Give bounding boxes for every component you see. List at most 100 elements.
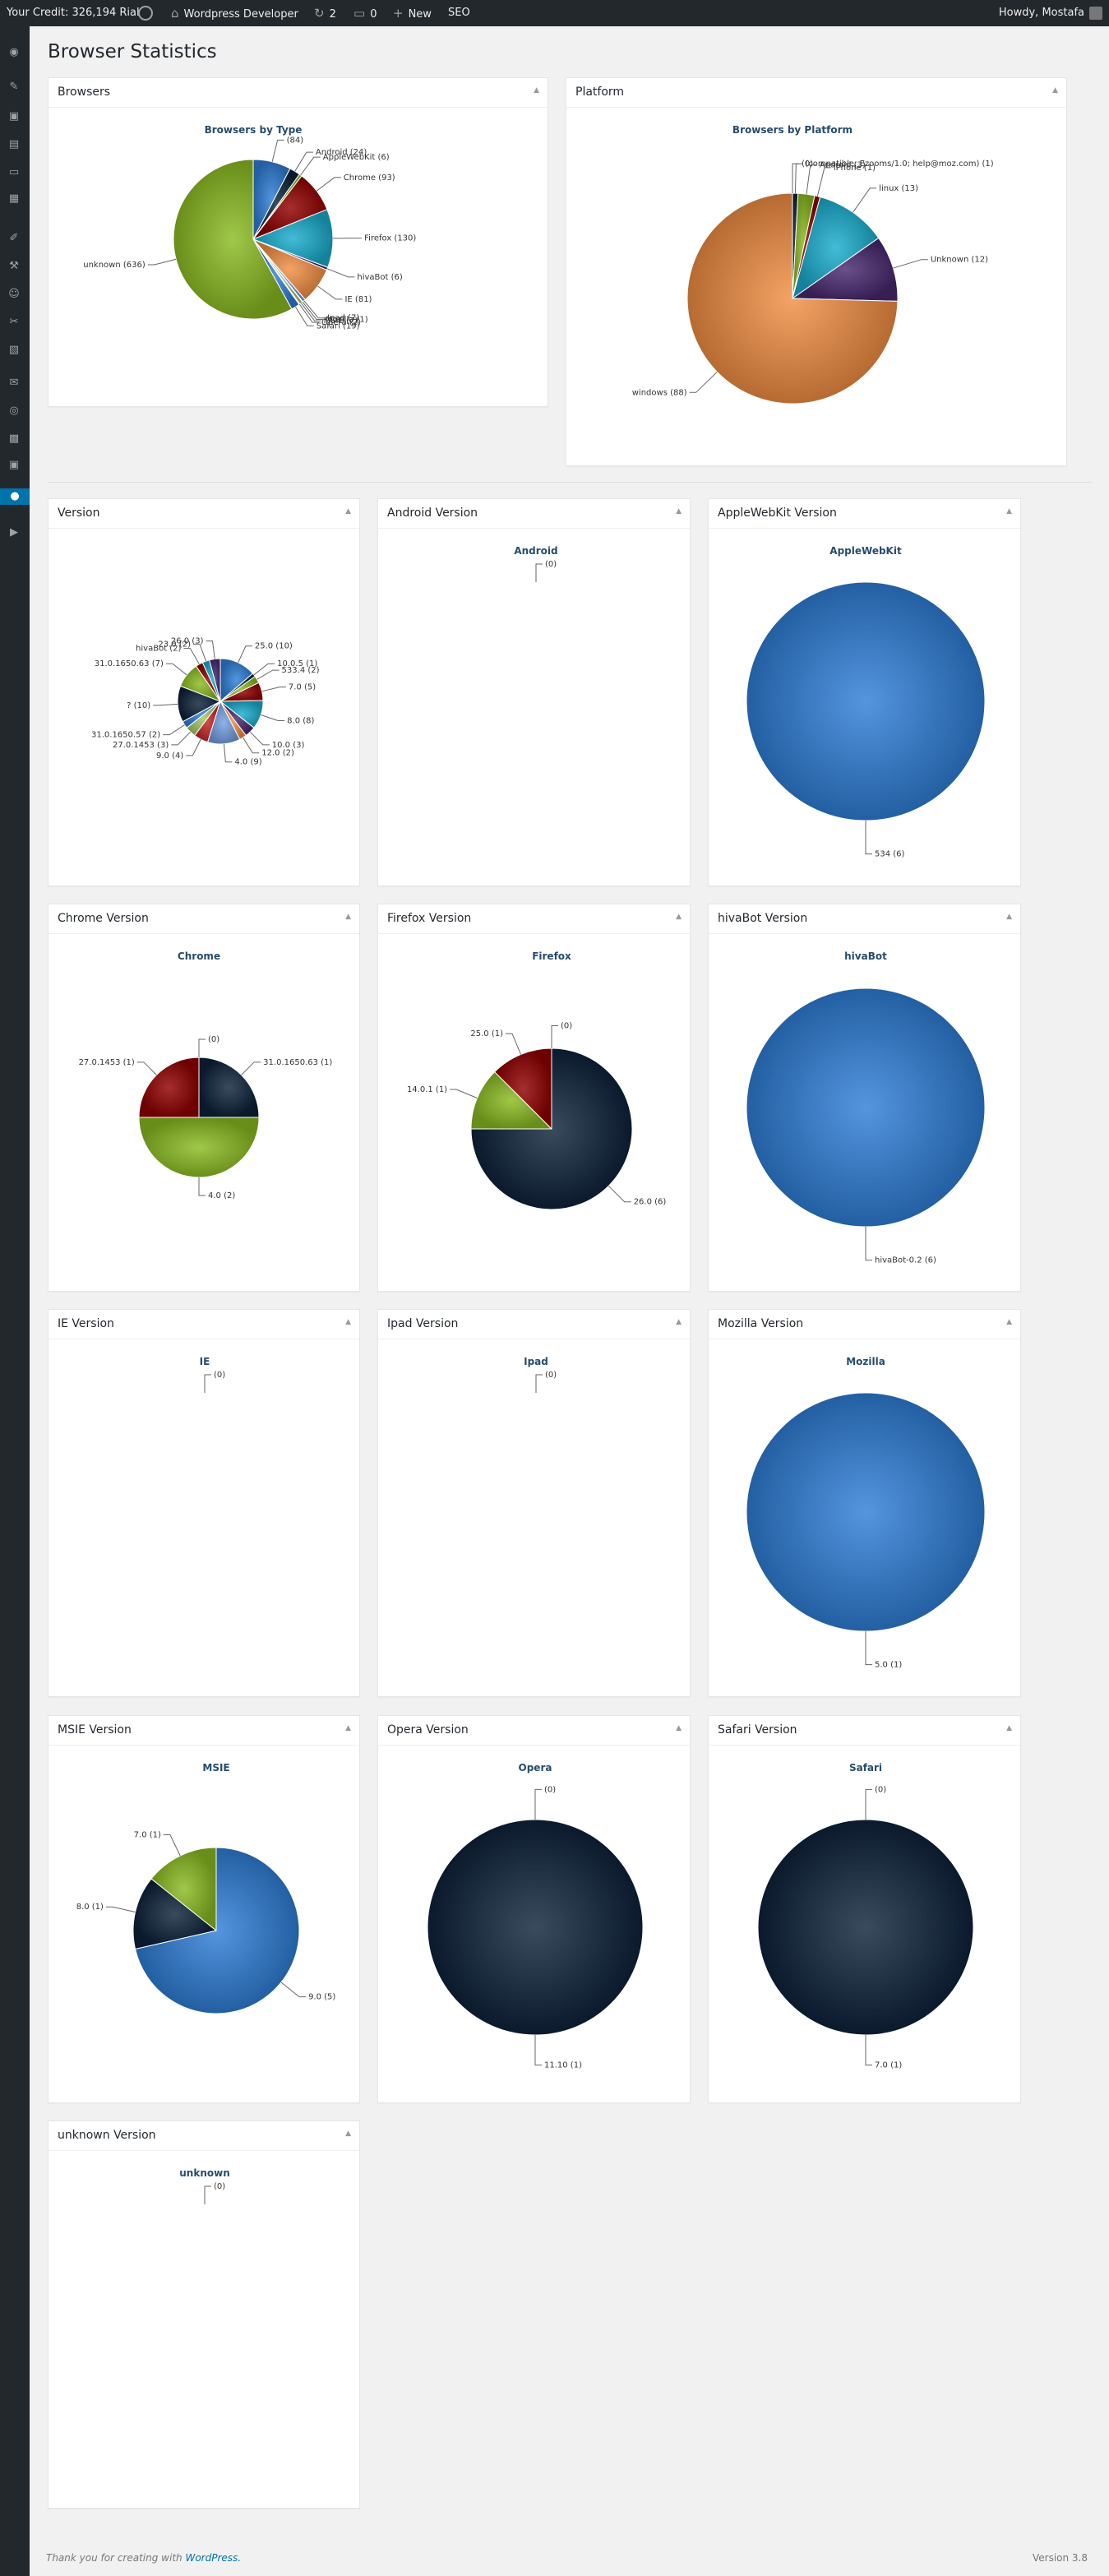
pie-slice[interactable]: [757, 1819, 974, 2036]
panel-header[interactable]: Firefox Version ▲: [378, 904, 690, 934]
pie-slice[interactable]: [746, 581, 986, 821]
panel-header[interactable]: MSIE Version ▲: [49, 1716, 359, 1746]
comments-count: 0: [370, 8, 377, 21]
pie-slice[interactable]: [427, 1819, 644, 2036]
platform-panel: Platform ▲ Browsers by Platform (0) (compati…: [566, 77, 1067, 466]
tools-icon[interactable]: ✂: [9, 316, 19, 328]
site-name: Wordpress Developer: [183, 8, 298, 21]
pie-slice[interactable]: [198, 1057, 260, 1118]
slice-label: IE (81): [344, 295, 372, 304]
pie-slice[interactable]: [252, 209, 334, 268]
pie-slice[interactable]: [746, 1392, 986, 1632]
posts-icon[interactable]: ✎: [9, 81, 19, 93]
toggle-arrow-icon[interactable]: ▲: [1006, 507, 1012, 516]
panel-header[interactable]: unknown Version ▲: [49, 2121, 359, 2151]
slider-icon[interactable]: ▩: [8, 432, 20, 445]
toggle-arrow-icon[interactable]: ▲: [345, 1724, 351, 1732]
label-connector: [551, 1025, 558, 1048]
pie-slice[interactable]: [138, 1057, 200, 1118]
panel-title: Version: [58, 506, 100, 520]
pie-slice[interactable]: [792, 237, 899, 302]
label-connector: [204, 1374, 211, 1393]
panel-header[interactable]: Opera Version ▲: [378, 1716, 690, 1746]
wordpress-icon[interactable]: ▣: [8, 459, 20, 471]
toggle-arrow-icon[interactable]: ▲: [345, 913, 351, 921]
panel-header[interactable]: Chrome Version ▲: [49, 904, 359, 934]
comments-link[interactable]: ▭ 0: [353, 0, 377, 26]
toggle-arrow-icon[interactable]: ▲: [345, 2130, 351, 2138]
admin-menu: ◉ ✎ ▣ ▤ ▭ ▦ ✐ ⚒ ☺ ✂ ▧ ✉ ◎ ▩ ▣ ● ▶: [0, 26, 30, 2576]
updates-link[interactable]: ↻ 2: [314, 0, 336, 26]
wordpress-logo-icon[interactable]: [138, 0, 158, 26]
seo-icon[interactable]: ◎: [9, 405, 19, 417]
slice-label: 27.0.1453 (3): [113, 741, 169, 750]
panel-header[interactable]: Platform ▲: [566, 78, 1066, 108]
pie-slice[interactable]: [135, 1847, 300, 2014]
label-connector: [300, 303, 321, 321]
site-name-link[interactable]: ⌂ Wordpress Developer: [171, 0, 298, 26]
panel-header[interactable]: Version ▲: [49, 499, 359, 529]
comments-icon[interactable]: ▭: [8, 166, 20, 178]
toggle-arrow-icon[interactable]: ▲: [676, 913, 682, 921]
label-connector: [198, 1038, 206, 1057]
pie-slice[interactable]: [209, 658, 221, 702]
wordpress-link[interactable]: WordPress.: [185, 2552, 242, 2564]
media-icon[interactable]: ▣: [8, 110, 20, 123]
feedback-icon[interactable]: ▦: [8, 192, 20, 205]
pages-icon[interactable]: ▤: [8, 138, 20, 150]
toggle-arrow-icon[interactable]: ▲: [1006, 1318, 1012, 1326]
panel-header[interactable]: hivaBot Version ▲: [709, 904, 1020, 934]
toggle-arrow-icon[interactable]: ▲: [1052, 86, 1058, 95]
panel-header[interactable]: IE Version ▲: [49, 1310, 359, 1339]
settings-icon[interactable]: ▧: [8, 344, 20, 356]
pie-slice[interactable]: [792, 197, 880, 299]
label-connector: [534, 1788, 542, 1820]
toggle-arrow-icon[interactable]: ▲: [1006, 1724, 1012, 1732]
panel-header[interactable]: Safari Version ▲: [709, 1716, 1020, 1746]
plugins-icon[interactable]: ⚒: [9, 260, 19, 272]
pie-slice[interactable]: [470, 1071, 552, 1130]
label-connector: [816, 167, 831, 197]
toggle-arrow-icon[interactable]: ▲: [345, 1318, 351, 1326]
panel-header[interactable]: Mozilla Version ▲: [709, 1310, 1020, 1339]
appearance-icon[interactable]: ✐: [9, 232, 19, 244]
pie-slice[interactable]: [150, 1847, 217, 1931]
pie-slice[interactable]: [138, 1117, 260, 1178]
slice-label: 10.0 (3): [272, 741, 305, 750]
pie-slice[interactable]: [746, 987, 986, 1228]
pie-slice[interactable]: [494, 1048, 552, 1130]
users-icon[interactable]: ☺: [8, 288, 20, 300]
statistics-icon[interactable]: ●: [0, 488, 30, 505]
new-content-link[interactable]: + New: [393, 0, 432, 26]
play-icon[interactable]: ▶: [10, 526, 18, 539]
slice-label: 4.0 (9): [234, 758, 261, 767]
slice-label: (84): [287, 136, 304, 145]
toggle-arrow-icon[interactable]: ▲: [1006, 913, 1012, 921]
toggle-arrow-icon[interactable]: ▲: [676, 1724, 682, 1732]
toggle-arrow-icon[interactable]: ▲: [676, 507, 682, 516]
my-account-link[interactable]: Howdy, Mostafa: [999, 0, 1102, 26]
toggle-arrow-icon[interactable]: ▲: [676, 1318, 682, 1326]
woo-icon[interactable]: ✉: [9, 377, 19, 389]
chart-title: Chrome: [178, 950, 220, 962]
toggle-arrow-icon[interactable]: ▲: [345, 507, 351, 516]
seo-link[interactable]: SEO: [448, 7, 470, 19]
pie-slice[interactable]: [686, 192, 899, 405]
slice-label: (0): [208, 1035, 219, 1044]
pie-slice[interactable]: [173, 159, 293, 320]
updates-icon: ↻: [314, 6, 325, 21]
panel-header[interactable]: Browsers ▲: [49, 78, 548, 108]
panel-header[interactable]: Android Version ▲: [378, 499, 690, 529]
ipad-panel: Ipad Version ▲ Ipad (0): [377, 1309, 691, 1697]
slice-label: (0): [545, 560, 557, 569]
version-chart: 25.0 (10) 10.0.5 (1)533.4 (2) 7.0 (5) 8.0 (…: [91, 637, 320, 767]
pie-slice[interactable]: [132, 1878, 217, 1949]
panel-header[interactable]: Ipad Version ▲: [378, 1310, 690, 1339]
label-connector: [261, 687, 286, 692]
applewebkit-chart: AppleWebKit 534 (6): [746, 545, 986, 859]
label-connector: [241, 1061, 261, 1075]
panel-header[interactable]: AppleWebKit Version ▲: [709, 499, 1020, 529]
panel-title: Browsers: [58, 86, 111, 99]
dashboard-icon[interactable]: ◉: [9, 46, 19, 58]
toggle-arrow-icon[interactable]: ▲: [534, 86, 539, 95]
